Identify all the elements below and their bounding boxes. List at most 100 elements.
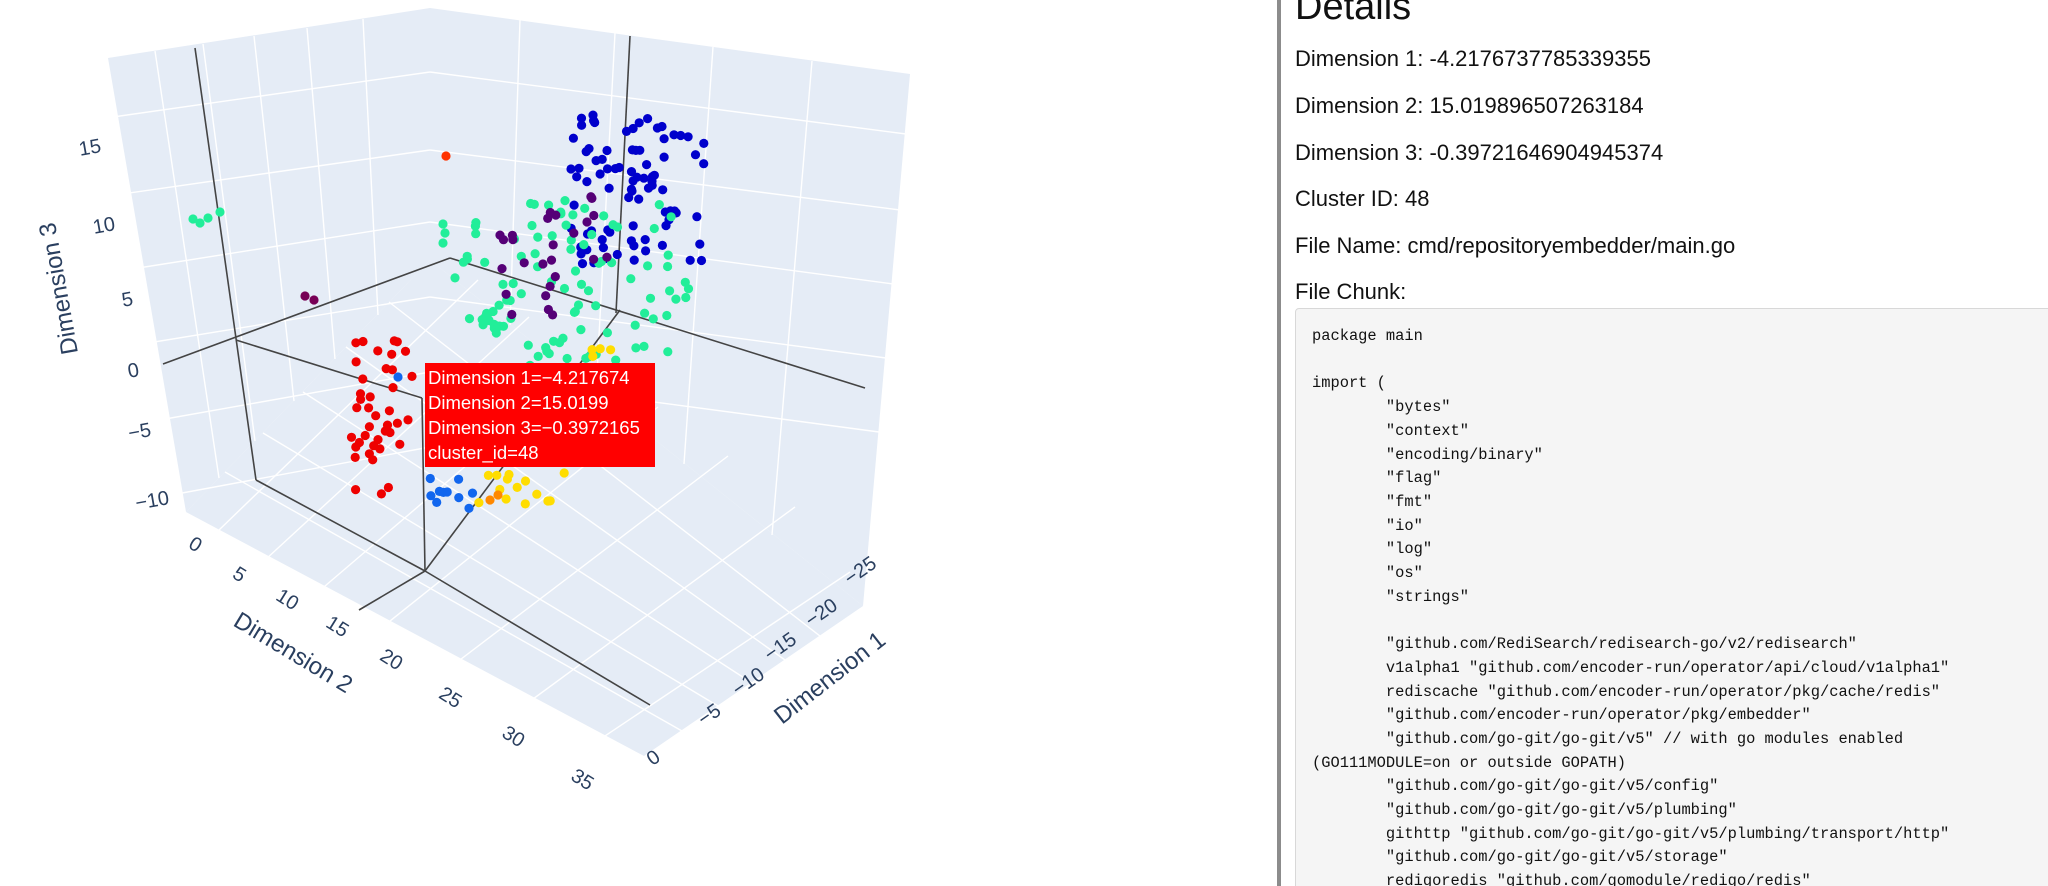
scatter-point[interactable]: [395, 439, 405, 449]
scatter-point[interactable]: [519, 258, 529, 268]
scatter-point[interactable]: [568, 210, 578, 220]
scatter-point[interactable]: [400, 346, 411, 356]
scatter-point[interactable]: [309, 295, 319, 305]
scatter-point[interactable]: [599, 211, 609, 221]
scatter-point[interactable]: [634, 118, 644, 128]
scatter-point[interactable]: [602, 252, 612, 262]
scatter-point[interactable]: [570, 306, 580, 317]
scatter-point[interactable]: [669, 130, 679, 140]
scatter-point[interactable]: [560, 196, 570, 206]
scatter-point[interactable]: [375, 444, 385, 454]
scatter-point[interactable]: [666, 212, 676, 222]
scatter-point[interactable]: [371, 411, 381, 421]
scatter-point[interactable]: [629, 255, 639, 265]
scatter-point[interactable]: [392, 418, 402, 428]
scatter-point[interactable]: [654, 200, 664, 210]
scatter-point[interactable]: [477, 315, 487, 325]
scatter-point[interactable]: [568, 133, 579, 143]
scatter-point[interactable]: [494, 300, 504, 310]
scatter-point[interactable]: [382, 420, 393, 430]
scatter-point[interactable]: [647, 180, 657, 190]
scatter-point[interactable]: [508, 278, 518, 289]
scatter-point[interactable]: [442, 487, 452, 497]
scatter-point[interactable]: [498, 279, 508, 289]
scatter-point[interactable]: [403, 415, 413, 425]
scatter-point[interactable]: [350, 452, 360, 462]
scatter-point[interactable]: [520, 499, 530, 509]
scatter-point[interactable]: [630, 320, 640, 330]
scatter-point[interactable]: [358, 374, 368, 384]
scatter-point[interactable]: [562, 353, 572, 364]
scatter-point[interactable]: [626, 167, 637, 177]
scatter-point[interactable]: [579, 240, 589, 250]
scatter-point[interactable]: [407, 371, 417, 381]
scatter-point[interactable]: [577, 259, 588, 269]
scatter-point[interactable]: [610, 164, 620, 174]
scatter-point[interactable]: [643, 114, 653, 124]
scatter-point[interactable]: [641, 246, 651, 256]
scatter-point[interactable]: [598, 243, 609, 253]
scatter-point[interactable]: [690, 150, 701, 160]
scatter-point[interactable]: [559, 468, 569, 478]
scatter-point[interactable]: [520, 476, 531, 486]
scatter-point[interactable]: [516, 289, 526, 299]
scatter-point[interactable]: [569, 200, 579, 210]
scatter-point[interactable]: [368, 455, 378, 465]
scatter-point[interactable]: [602, 164, 613, 174]
scatter-point[interactable]: [532, 489, 542, 499]
scatter-point[interactable]: [544, 349, 554, 359]
scatter-point[interactable]: [434, 486, 444, 496]
scatter-point[interactable]: [642, 160, 652, 170]
scatter-point[interactable]: [696, 255, 707, 266]
scatter-point[interactable]: [589, 210, 599, 221]
scatter-point[interactable]: [529, 199, 539, 209]
scatter-point[interactable]: [572, 172, 582, 182]
scatter-point[interactable]: [438, 219, 448, 229]
scatter-point[interactable]: [373, 435, 383, 445]
scatter-point[interactable]: [533, 351, 543, 361]
scatter-point[interactable]: [545, 281, 555, 291]
scatter-point[interactable]: [480, 257, 490, 267]
scatter-point[interactable]: [454, 493, 464, 503]
scatter-point[interactable]: [648, 314, 658, 324]
scatter-point[interactable]: [588, 110, 598, 120]
scatter-point[interactable]: [582, 177, 592, 187]
scatter-point[interactable]: [587, 229, 597, 240]
scatter-point[interactable]: [665, 286, 675, 296]
scatter-point[interactable]: [589, 254, 599, 264]
scatter-point[interactable]: [474, 498, 484, 508]
scatter-point[interactable]: [559, 283, 570, 294]
scatter-point[interactable]: [549, 336, 559, 346]
scatter-point[interactable]: [384, 406, 394, 416]
scatter-point[interactable]: [602, 328, 613, 338]
scatter-point[interactable]: [587, 193, 597, 203]
scatter-point[interactable]: [639, 173, 649, 183]
scatter-point[interactable]: [612, 222, 623, 232]
scatter-point[interactable]: [628, 221, 638, 231]
scatter-point[interactable]: [188, 214, 198, 224]
scatter-point[interactable]: [595, 169, 605, 179]
scatter-point[interactable]: [351, 338, 361, 348]
scatter-point[interactable]: [364, 403, 374, 413]
scatter-point[interactable]: [588, 351, 598, 361]
scatter-point[interactable]: [365, 392, 375, 402]
scatter-point[interactable]: [602, 145, 612, 156]
scatter-point[interactable]: [488, 306, 498, 317]
scatter-point[interactable]: [547, 231, 557, 241]
scatter-point[interactable]: [639, 341, 649, 351]
scatter-point[interactable]: [502, 474, 512, 484]
scatter-point[interactable]: [426, 491, 436, 501]
scatter-point[interactable]: [527, 220, 537, 231]
scatter-point[interactable]: [624, 192, 634, 203]
scatter-point[interactable]: [597, 235, 607, 245]
scatter-point[interactable]: [471, 218, 481, 228]
scatter-point[interactable]: [464, 503, 474, 513]
scatter-point[interactable]: [566, 164, 576, 174]
scatter-point[interactable]: [629, 241, 639, 251]
scatter-point[interactable]: [373, 346, 383, 356]
scatter-point[interactable]: [591, 301, 601, 311]
scatter-point[interactable]: [561, 220, 571, 230]
scatter-point[interactable]: [388, 383, 398, 393]
scatter-point[interactable]: [645, 293, 656, 303]
scatter-point[interactable]: [195, 218, 205, 228]
